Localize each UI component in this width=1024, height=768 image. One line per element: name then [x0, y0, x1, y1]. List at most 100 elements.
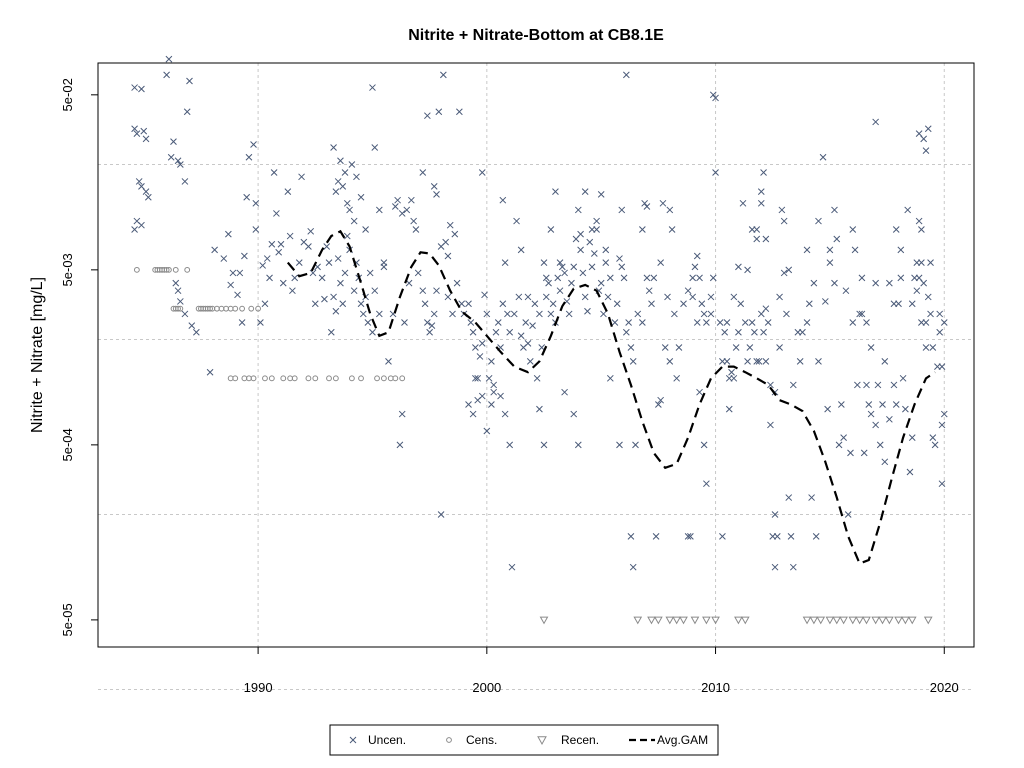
- data-point: [730, 374, 738, 382]
- data-point: [467, 319, 475, 326]
- data-point: [675, 344, 683, 351]
- data-point: [812, 533, 820, 540]
- data-point: [737, 300, 745, 308]
- data-point: [540, 259, 548, 266]
- data-point: [940, 319, 948, 326]
- data-point: [789, 381, 797, 389]
- data-point: [517, 246, 525, 254]
- data-point: [536, 405, 543, 413]
- data-point: [305, 243, 312, 250]
- data-point: [824, 405, 831, 413]
- data-point: [885, 616, 894, 625]
- data-point: [648, 300, 655, 308]
- data-point: [693, 319, 701, 326]
- data-point: [936, 328, 944, 336]
- data-point: [421, 300, 429, 308]
- data-point: [826, 259, 834, 266]
- data-point: [305, 375, 312, 382]
- legend-label-1: Cens.: [466, 733, 497, 747]
- data-point: [343, 232, 351, 240]
- data-point: [321, 295, 328, 303]
- data-point: [131, 125, 138, 133]
- data-point: [894, 616, 903, 625]
- data-point: [309, 269, 317, 277]
- data-point: [920, 135, 928, 143]
- data-point: [577, 230, 584, 238]
- data-point: [762, 235, 770, 243]
- data-point: [332, 307, 340, 315]
- data-point: [842, 287, 850, 295]
- data-point: [581, 188, 589, 195]
- data-point: [622, 71, 630, 79]
- data-point: [748, 319, 756, 326]
- data-point: [879, 401, 886, 408]
- data-point: [657, 259, 665, 266]
- data-point: [753, 358, 761, 365]
- data-point: [707, 293, 715, 301]
- data-point: [853, 381, 861, 389]
- data-point: [735, 328, 742, 336]
- data-point: [167, 153, 175, 161]
- data-point: [513, 217, 520, 225]
- data-point: [881, 458, 889, 466]
- data-point: [647, 616, 656, 625]
- data-point: [716, 319, 724, 326]
- data-point: [318, 274, 326, 282]
- data-point: [501, 259, 509, 266]
- data-point: [522, 319, 530, 326]
- data-point: [931, 441, 939, 449]
- data-point: [442, 238, 450, 246]
- plot-area: [131, 55, 948, 625]
- data-point: [881, 358, 889, 365]
- data-point: [232, 375, 239, 382]
- data-point: [568, 279, 575, 287]
- data-point: [497, 392, 504, 400]
- data-point: [762, 358, 770, 365]
- data-point: [539, 616, 549, 625]
- data-point: [918, 259, 925, 266]
- data-point: [871, 616, 880, 625]
- data-point: [593, 217, 600, 225]
- data-point: [848, 616, 858, 625]
- data-point: [602, 246, 610, 254]
- data-point: [558, 263, 566, 271]
- data-point: [741, 319, 749, 326]
- data-point: [776, 293, 783, 301]
- data-point: [858, 274, 866, 282]
- data-point: [815, 217, 822, 225]
- data-point: [627, 344, 635, 351]
- gam-line: [286, 229, 936, 565]
- data-point: [472, 344, 479, 351]
- data-point: [771, 563, 779, 571]
- x-tick-label-1: 2000: [472, 680, 501, 695]
- data-point: [728, 368, 735, 376]
- data-point: [878, 616, 887, 625]
- data-point: [816, 616, 826, 625]
- data-point: [837, 401, 845, 408]
- data-point: [307, 227, 315, 235]
- data-point: [359, 310, 367, 318]
- data-point: [554, 274, 562, 282]
- data-point: [844, 511, 852, 518]
- data-point: [451, 230, 459, 238]
- data-point: [280, 375, 287, 382]
- legend-item-3: Avg.GAM: [629, 733, 708, 747]
- data-point: [616, 255, 623, 262]
- data-point: [339, 300, 347, 308]
- data-point: [672, 616, 682, 625]
- data-point: [176, 161, 184, 168]
- data-point: [620, 274, 628, 282]
- data-point: [243, 193, 251, 201]
- data-point: [918, 319, 925, 326]
- data-point: [696, 274, 703, 282]
- data-point: [760, 169, 767, 176]
- data-point: [908, 300, 916, 308]
- data-point: [826, 246, 834, 254]
- data-point: [661, 344, 669, 351]
- data-point: [488, 401, 495, 408]
- y-tick-label-2: 5e-03: [60, 253, 75, 286]
- data-point: [186, 77, 193, 85]
- data-point: [181, 310, 189, 318]
- data-point: [668, 226, 676, 233]
- data-point: [664, 293, 671, 301]
